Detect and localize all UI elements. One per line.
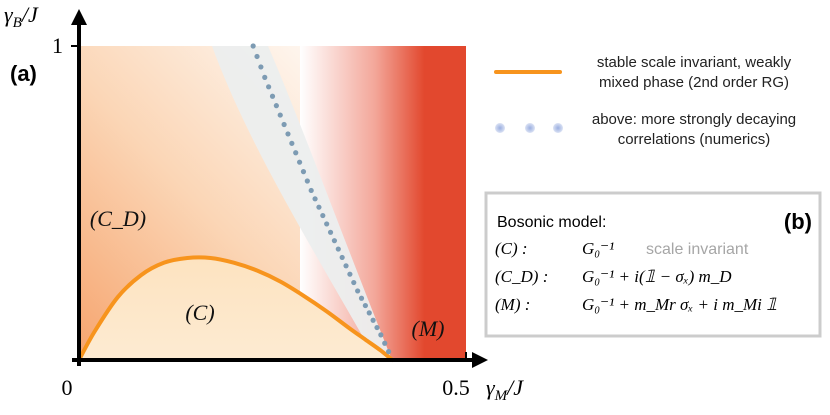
y-axis-arrow	[71, 9, 87, 25]
numerics-dot	[289, 140, 295, 146]
numerics-dot	[296, 159, 303, 165]
x-tick-label-0: 0	[62, 375, 73, 400]
numerics-dot	[327, 229, 334, 235]
legend-dot-3	[553, 123, 563, 133]
legend-line-label-1: stable scale invariant, weakly	[597, 54, 792, 71]
legend-dot-1	[495, 123, 505, 133]
numerics-dot	[335, 246, 341, 252]
numerics-dot	[312, 196, 318, 202]
numerics-dot	[320, 212, 326, 219]
panel-b-label: (b)	[784, 209, 812, 234]
numerics-dot	[386, 349, 392, 355]
region-label-cd: (C_D)	[90, 206, 146, 231]
numerics-dot	[250, 43, 256, 49]
numerics-dot	[266, 84, 272, 90]
region-label-m: (M)	[412, 316, 445, 341]
panel-a-label: (a)	[10, 61, 37, 86]
numerics-dot	[378, 332, 384, 338]
model-row-c-expr: G₀⁻¹	[582, 239, 614, 258]
numerics-dot	[382, 340, 388, 346]
region-label-c: (C)	[185, 300, 214, 325]
numerics-dot	[358, 295, 365, 301]
model-row-m-name: (M) :	[495, 295, 530, 314]
series-dots-numerics	[250, 43, 392, 355]
series-line-boundary	[77, 255, 395, 362]
numerics-dot	[262, 74, 268, 80]
numerics-dot	[285, 131, 291, 137]
y-tick-label-1: 1	[52, 33, 63, 58]
gap-region	[212, 46, 392, 360]
numerics-dot	[324, 221, 330, 227]
panel-b-frame	[484, 191, 822, 338]
legend-dots-label-1: above: more strongly decaying	[592, 111, 796, 128]
numerics-dot	[351, 279, 357, 286]
legend: stable scale invariant, weakly mixed pha…	[494, 54, 796, 148]
numerics-dot	[273, 103, 279, 109]
model-row-c-note: scale invariant	[646, 241, 749, 258]
numerics-dot	[374, 324, 380, 331]
x-tick-label-05: 0.5	[442, 375, 470, 400]
numerics-dot	[254, 53, 260, 60]
numerics-dot	[362, 302, 368, 309]
numerics-dot	[304, 178, 310, 184]
axes: 0 0.5 1 γM/J γB/J	[4, 2, 524, 404]
numerics-dot	[343, 263, 349, 269]
x-axis-arrow	[472, 352, 488, 368]
model-row-cd-name: (C_D) :	[495, 267, 548, 286]
numerics-dot	[366, 310, 372, 316]
region-c-fill	[79, 257, 393, 360]
model-row-m-expr: G₀⁻¹ + m_Mr σₓ + i m_Mi 𝟙	[582, 295, 777, 314]
numerics-dot	[339, 254, 345, 261]
legend-dots-label-2: correlations (numerics)	[618, 131, 771, 148]
numerics-dot	[281, 121, 287, 128]
panel-b-title: Bosonic model:	[497, 214, 606, 231]
numerics-dot	[316, 204, 322, 210]
panel-b-box: (b) Bosonic model: (C) : G₀⁻¹ scale inva…	[484, 191, 822, 338]
numerics-dot	[308, 187, 314, 194]
phase-diagram-plot: (C) (C_D) (M)	[77, 43, 466, 362]
numerics-dot	[277, 112, 283, 118]
numerics-dot	[355, 288, 361, 294]
numerics-dot	[331, 238, 338, 244]
numerics-dot	[258, 64, 264, 70]
numerics-dot	[370, 317, 376, 323]
numerics-dot	[347, 271, 353, 277]
y-axis-label: γB/J	[4, 2, 39, 31]
model-row-cd-expr: G₀⁻¹ + i(𝟙 − σₓ) m_D	[582, 267, 732, 286]
legend-dot-2	[525, 123, 535, 133]
legend-line-label-2: mixed phase (2nd order RG)	[599, 74, 789, 91]
numerics-dot	[293, 150, 299, 156]
model-row-c-name: (C) :	[495, 239, 528, 258]
numerics-dot	[300, 169, 307, 175]
numerics-dot	[269, 93, 276, 99]
x-axis-label: γM/J	[486, 375, 524, 404]
